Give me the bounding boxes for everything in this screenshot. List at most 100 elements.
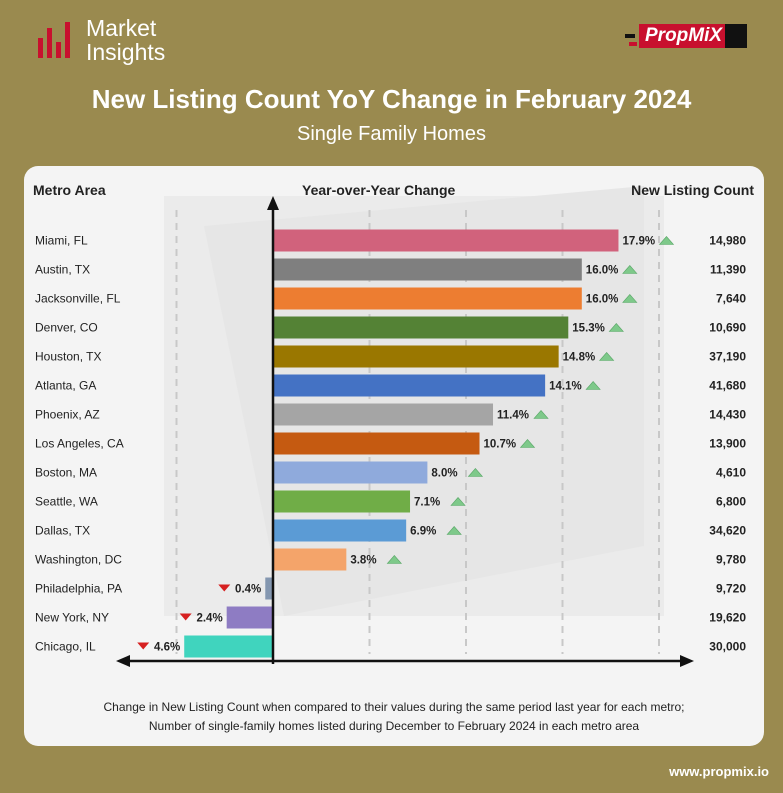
chart-title: New Listing Count YoY Change in February…: [91, 84, 692, 114]
listing-count: 19,620: [709, 611, 746, 625]
listing-count: 14,430: [709, 408, 746, 422]
yoy-bar-chart: Miami, FL 17.9% 14,980 Austin, TX 16.0% 11,39…: [35, 186, 746, 667]
metro-label: Seattle, WA: [35, 495, 98, 509]
bar: [265, 577, 273, 600]
market-insights-logo: Market Insights: [36, 14, 196, 64]
brand-box: [639, 24, 747, 48]
bar: [273, 374, 546, 397]
down-arrow-icon: [137, 642, 150, 650]
value-label: 16.0%: [586, 265, 619, 277]
value-label: 7.1%: [414, 497, 440, 509]
chart-subtitle: Single Family Homes: [297, 123, 486, 145]
bar-row: Chicago, IL 4.6% 30,000: [35, 635, 746, 658]
y-axis-arrow-icon: [267, 196, 279, 210]
bar: [273, 519, 407, 542]
bar-row: Miami, FL 17.9% 14,980: [35, 229, 746, 252]
value-label: 17.9%: [622, 236, 655, 248]
bar-row: Phoenix, AZ 11.4% 14,430: [35, 403, 746, 426]
up-arrow-icon: [598, 352, 615, 361]
metro-label: Dallas, TX: [35, 524, 90, 538]
bar: [273, 258, 582, 281]
listing-count: 13,900: [709, 437, 746, 451]
bar: [273, 403, 494, 426]
listing-count: 6,800: [716, 495, 746, 509]
value-label: 8.0%: [431, 468, 457, 480]
up-arrow-icon: [386, 555, 403, 564]
value-label: 6.9%: [410, 526, 436, 538]
metro-label: Atlanta, GA: [35, 379, 96, 393]
down-arrow-icon: [218, 584, 231, 592]
listing-count: 11,390: [710, 263, 746, 277]
listing-count: 14,980: [709, 234, 746, 248]
metro-label: Los Angeles, CA: [35, 437, 124, 451]
bar-row: Atlanta, GA 14.1% 41,680: [35, 374, 746, 397]
up-arrow-icon: [519, 439, 536, 448]
footnote-line-2: Number of single-family homes listed dur…: [148, 719, 640, 733]
brand-mark-dash: [629, 42, 637, 46]
brand-mark-dash: [625, 34, 635, 38]
bar-chart-logo-icon: [38, 22, 70, 58]
bar-row: Denver, CO 15.3% 10,690: [35, 316, 746, 339]
bar-row: Houston, TX 14.8% 37,190: [35, 345, 746, 368]
up-arrow-icon: [622, 265, 638, 274]
bar-row: Jacksonville, FL 16.0% 7,640: [35, 287, 746, 310]
listing-count: 34,620: [709, 524, 746, 538]
metro-label: Washington, DC: [35, 553, 122, 567]
listing-count: 9,780: [716, 553, 746, 567]
bar: [273, 490, 411, 513]
bar: [273, 548, 347, 571]
down-arrow-icon: [179, 613, 192, 621]
metro-label: Austin, TX: [35, 263, 90, 277]
footnote-line-1: Change in New Listing Count when compare…: [103, 700, 685, 714]
grid-lines: [175, 210, 660, 654]
listing-count: 10,690: [709, 321, 746, 335]
value-label: 0.4%: [235, 584, 261, 596]
logo-line-2: Insights: [86, 39, 166, 65]
x-axis-right-arrow-icon: [680, 655, 694, 667]
axes: [116, 196, 694, 667]
bar-row: Los Angeles, CA 10.7% 13,900: [35, 432, 746, 455]
metro-label: Boston, MA: [35, 466, 97, 480]
column-header-yoy: Year-over-Year Change: [302, 182, 456, 198]
bar: [273, 316, 569, 339]
listing-count: 30,000: [709, 640, 746, 654]
up-arrow-icon: [608, 323, 624, 332]
bar: [273, 432, 480, 455]
bar: [273, 287, 582, 310]
value-label: 4.6%: [154, 642, 180, 654]
listing-count: 4,610: [716, 466, 746, 480]
metro-label: Philadelphia, PA: [35, 582, 122, 596]
value-label: 15.3%: [572, 323, 605, 335]
bar: [226, 606, 273, 629]
listing-count: 7,640: [716, 292, 746, 306]
chart-card: Miami, FL 17.9% 14,980 Austin, TX 16.0% 11,39…: [24, 166, 764, 746]
up-arrow-icon: [658, 236, 675, 245]
up-arrow-icon: [585, 381, 601, 390]
bar-row: Washington, DC 3.8% 9,780: [35, 548, 746, 571]
bar: [273, 345, 559, 368]
metro-label: Phoenix, AZ: [35, 408, 100, 422]
bar-row: New York, NY 2.4% 19,620: [35, 606, 746, 629]
bar: [184, 635, 273, 658]
bar-row: Seattle, WA 7.1% 6,800: [35, 490, 746, 513]
value-label: 16.0%: [586, 294, 619, 306]
logo-line-1: Market: [86, 15, 157, 41]
metro-label: Chicago, IL: [35, 640, 96, 654]
metro-label: Miami, FL: [35, 234, 88, 248]
x-axis-left-arrow-icon: [116, 655, 130, 667]
bar-row: Austin, TX 16.0% 11,390: [35, 258, 746, 281]
bar: [273, 229, 619, 252]
column-header-metro: Metro Area: [33, 182, 106, 198]
propmix-brand-logo: PropMiX: [625, 24, 747, 48]
listing-count: 41,680: [709, 379, 746, 393]
bar: [273, 461, 428, 484]
up-arrow-icon: [622, 294, 638, 303]
up-arrow-icon: [467, 468, 484, 477]
value-label: 11.4%: [497, 410, 529, 422]
value-label: 10.7%: [484, 439, 517, 451]
footnote: Change in New Listing Count when compare…: [24, 698, 764, 736]
metro-label: Jacksonville, FL: [35, 292, 121, 306]
logo-text: Market Insights: [86, 16, 165, 64]
website-link[interactable]: www.propmix.io: [669, 764, 769, 779]
metro-label: Denver, CO: [35, 321, 98, 335]
